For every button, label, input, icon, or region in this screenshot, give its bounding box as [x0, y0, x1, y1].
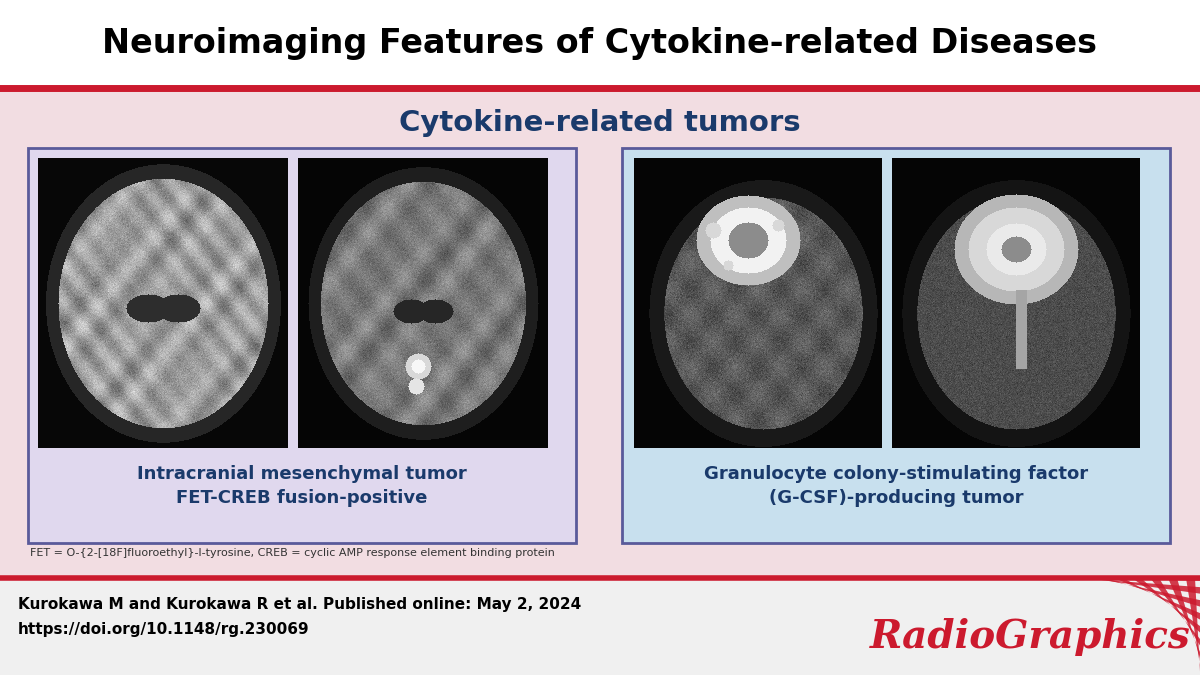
FancyBboxPatch shape: [0, 88, 1200, 580]
Polygon shape: [1168, 578, 1200, 658]
Text: Cytokine-related tumors: Cytokine-related tumors: [400, 109, 800, 137]
Polygon shape: [1186, 578, 1200, 672]
Polygon shape: [1078, 578, 1200, 593]
Polygon shape: [1114, 578, 1200, 620]
Text: FET = O-{2-[18F]fluoroethyl}-l-tyrosine, CREB = cyclic AMP response element bind: FET = O-{2-[18F]fluoroethyl}-l-tyrosine,…: [30, 548, 554, 558]
Polygon shape: [1132, 578, 1200, 632]
Text: https://doi.org/10.1148/rg.230069: https://doi.org/10.1148/rg.230069: [18, 622, 310, 637]
FancyBboxPatch shape: [0, 578, 1200, 675]
Polygon shape: [1060, 578, 1200, 580]
FancyBboxPatch shape: [622, 148, 1170, 543]
FancyBboxPatch shape: [28, 148, 576, 543]
Text: Kurokawa M and Kurokawa R et al. Published online: May 2, 2024: Kurokawa M and Kurokawa R et al. Publish…: [18, 597, 581, 612]
Text: Neuroimaging Features of Cytokine-related Diseases: Neuroimaging Features of Cytokine-relate…: [102, 28, 1098, 61]
Text: Intracranial mesenchymal tumor
FET-CREB fusion-positive: Intracranial mesenchymal tumor FET-CREB …: [137, 465, 467, 507]
FancyBboxPatch shape: [0, 0, 1200, 88]
Polygon shape: [1096, 578, 1200, 607]
Text: Granulocyte colony-stimulating factor
(G-CSF)-producing tumor: Granulocyte colony-stimulating factor (G…: [704, 465, 1088, 507]
Polygon shape: [1150, 578, 1200, 645]
Text: RadioGraphics: RadioGraphics: [870, 618, 1190, 656]
